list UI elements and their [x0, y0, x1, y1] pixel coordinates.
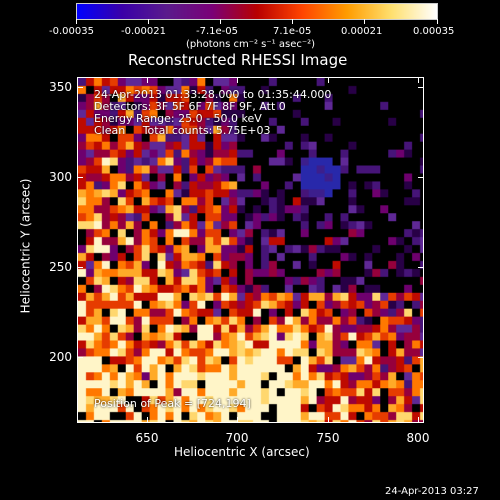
plot-title: Reconstructed RHESSI Image — [128, 51, 348, 69]
x-tick-label-700: 700 — [225, 431, 249, 445]
footer-timestamp: 24-Apr-2013 03:27 — [385, 486, 479, 497]
y-tick-label-200: 200 — [49, 350, 72, 364]
info-energy-range: Energy Range: 25.0 - 50.0 keV — [94, 112, 262, 125]
colorbar-tick-label-2: -0.00021 — [121, 26, 166, 37]
colorbar — [76, 3, 438, 20]
colorbar-tick-label-4: 7.1e-05 — [273, 26, 312, 37]
colorbar-tick-label-6: 0.00035 — [413, 26, 455, 37]
x-axis-title: Heliocentric X (arcsec) — [174, 445, 310, 459]
info-clean-counts: Clean Total counts: 5.75E+03 — [94, 124, 271, 137]
x-tick-label-800: 800 — [406, 431, 430, 445]
colorbar-ticks — [76, 19, 438, 24]
colorbar-tick-label-1: -0.00035 — [49, 26, 94, 37]
y-axis-title: Heliocentric Y (arcsec) — [18, 178, 33, 314]
colorbar-units: (photons cm⁻² s⁻¹ asec⁻²) — [186, 39, 316, 50]
y-tick-label-350: 350 — [49, 80, 72, 94]
rhessi-image-plot — [77, 77, 424, 423]
x-tick-label-750: 750 — [316, 431, 340, 445]
peak-position-label: Position of Peak = [724,194] — [94, 397, 251, 410]
info-time-range: 24-Apr-2013 01:33:28.000 to 01:35:44.000 — [94, 88, 332, 101]
y-tick-label-300: 300 — [49, 170, 72, 184]
x-tick-label-650: 650 — [135, 431, 159, 445]
colorbar-tick-label-5: 0.00021 — [341, 26, 383, 37]
colorbar-tick-label-3: -7.1e-05 — [196, 26, 238, 37]
rhessi-heatmap-image — [78, 78, 423, 422]
y-tick-label-250: 250 — [49, 260, 72, 274]
info-detectors: Detectors: 3F 5F 6F 7F 8F 9F, Att 0 — [94, 100, 286, 113]
